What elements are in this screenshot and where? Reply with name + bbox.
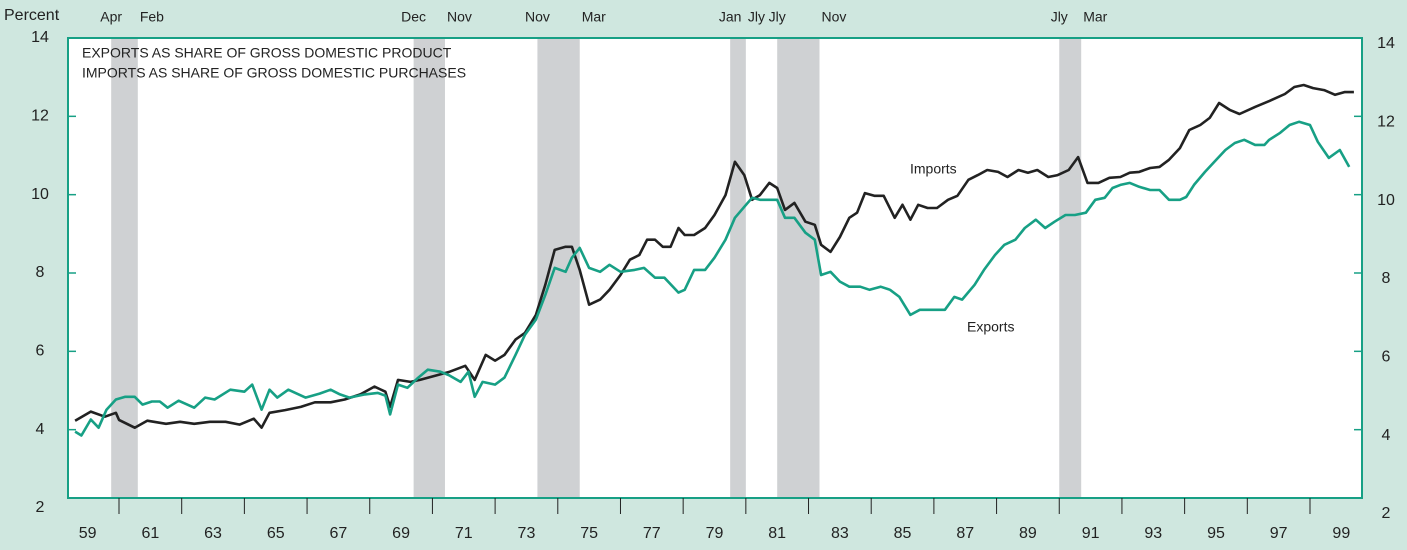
recession-end-label: Feb (140, 9, 164, 25)
recession-end-label: Nov (447, 9, 472, 25)
plot-frame (67, 37, 1363, 499)
y2-tick-label: 12 (1377, 114, 1395, 131)
series-line (74, 120, 1351, 437)
y-tick-label: 14 (31, 29, 49, 46)
y2-tick-label: 14 (1377, 35, 1395, 52)
series-label: Imports (910, 161, 957, 177)
y2-tick-label: 10 (1377, 192, 1395, 209)
recession-start-label: Dec (401, 9, 426, 25)
recession-end-label: Jly (748, 9, 765, 25)
recession-end-label: Mar (1083, 9, 1107, 25)
y-tick-label: 12 (31, 108, 49, 125)
title-line: EXPORTS AS SHARE OF GROSS DOMESTIC PRODU… (82, 45, 452, 61)
x-tick-label: 69 (392, 525, 410, 542)
recession-start-label: Nov (525, 9, 550, 25)
recession-start-label: Jly (769, 9, 786, 25)
recession-band (111, 38, 138, 498)
x-tick-label: 61 (141, 525, 159, 542)
x-tick-label: 89 (1019, 525, 1037, 542)
x-tick-label: 87 (956, 525, 974, 542)
x-tick-label: 79 (706, 525, 724, 542)
recession-band (777, 38, 820, 498)
x-tick-label: 93 (1144, 525, 1162, 542)
x-tick-label: 71 (455, 525, 473, 542)
x-tick-label: 63 (204, 525, 222, 542)
y-tick-label: 2 (36, 499, 45, 516)
x-tick-label: 59 (79, 525, 97, 542)
x-tick-label: 99 (1332, 525, 1350, 542)
title-line: IMPORTS AS SHARE OF GROSS DOMESTIC PURCH… (82, 65, 466, 81)
recession-end-label: Mar (582, 9, 606, 25)
recession-start-label: Apr (100, 9, 122, 25)
x-tick-label: 77 (643, 525, 661, 542)
y-axis-label: Percent (4, 7, 60, 24)
x-tick-label: 81 (768, 525, 786, 542)
recession-band (1059, 38, 1082, 498)
x-tick-label: 75 (580, 525, 598, 542)
y2-tick-label: 2 (1382, 505, 1391, 522)
x-tick-label: 85 (894, 525, 912, 542)
x-tick-label: 91 (1082, 525, 1100, 542)
y2-tick-label: 8 (1382, 270, 1391, 287)
recession-end-label: Nov (821, 9, 846, 25)
y-tick-label: 6 (36, 343, 45, 360)
y2-tick-label: 6 (1382, 349, 1391, 366)
x-tick-label: 73 (518, 525, 536, 542)
plot-content (74, 38, 1354, 498)
y2-tick-label: 4 (1382, 427, 1391, 444)
x-tick-label: 65 (267, 525, 285, 542)
x-tick-label: 83 (831, 525, 849, 542)
x-tick-label: 97 (1270, 525, 1288, 542)
plot-area (68, 38, 1362, 498)
x-tick-label: 67 (330, 525, 348, 542)
y-tick-label: 8 (36, 264, 45, 281)
recession-start-label: Jan (719, 9, 742, 25)
x-tick-label: 95 (1207, 525, 1225, 542)
series-label: Exports (967, 319, 1014, 335)
recession-start-label: Jly (1051, 9, 1068, 25)
y-tick-label: 10 (31, 186, 49, 203)
y-tick-label: 4 (36, 421, 45, 438)
recession-band (730, 38, 746, 498)
recession-band (413, 38, 445, 498)
